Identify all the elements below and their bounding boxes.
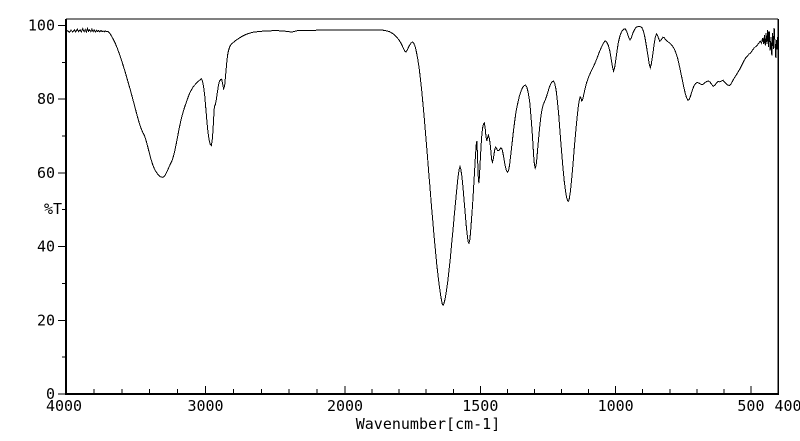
y-axis-label: %T [44,200,63,218]
x-tick-label: 1000 [598,397,634,415]
y-tick-label: 20 [37,311,55,329]
plot-frame [65,18,779,395]
x-axis-ticks: 4000 3000 2000 1500 1000 500 400 [46,386,800,415]
y-axis-ticks: 0 20 40 60 80 100 [28,16,66,403]
y-tick-label: 100 [28,16,55,34]
x-tick-label: 4000 [46,397,82,415]
y-tick-label: 0 [46,385,55,403]
y-tick-label: 40 [37,238,55,256]
x-tick-label: 3000 [187,397,223,415]
y-tick-label: 60 [37,164,55,182]
x-axis-label: Wavenumber[cm-1] [355,415,501,433]
x-tick-label: 400 [774,397,800,415]
x-tick-label: 2000 [327,397,363,415]
x-tick-label: 500 [737,397,764,415]
y-tick-label: 80 [37,90,55,108]
ir-trace [65,26,779,307]
x-tick-label: 1500 [462,397,498,415]
